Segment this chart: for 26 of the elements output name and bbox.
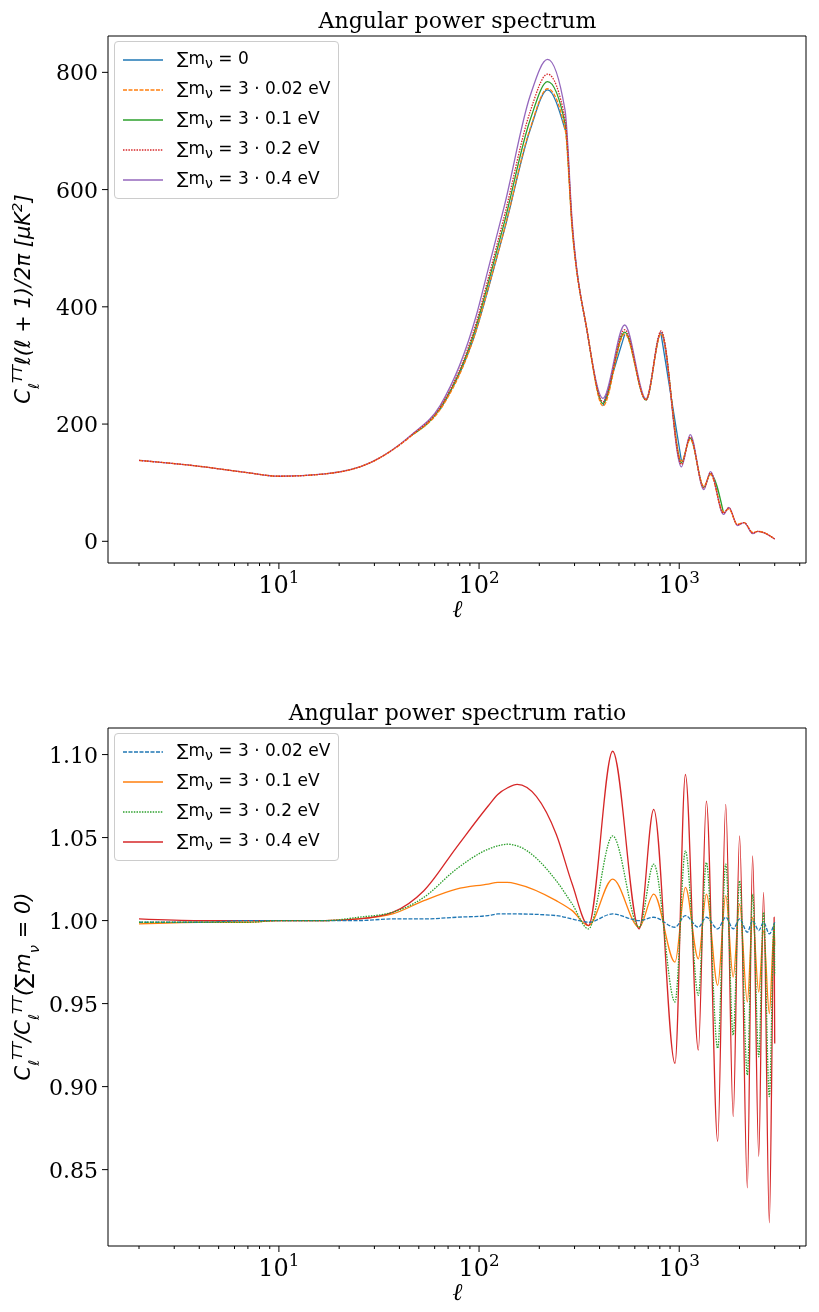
y-tick-label: 1.00: [49, 908, 98, 934]
x-tick-label: 10$^{3}$: [658, 567, 700, 599]
x-tick-label: 10$^{1}$: [258, 1250, 300, 1282]
chart-title: Angular power spectrum ratio: [287, 700, 628, 726]
legend-label: ∑m$_{ν}$ = 3 · 0.02 eV: [177, 740, 331, 764]
y-tick-label: 400: [56, 294, 98, 320]
legend-label: ∑m$_{ν}$ = 3 · 0.2 eV: [177, 800, 320, 824]
x-tick-label: 10$^{1}$: [258, 567, 300, 599]
legend-label: ∑m$_{ν}$ = 3 · 0.1 eV: [177, 108, 320, 132]
y-tick-label: 200: [56, 412, 98, 438]
y-tick-label: 0.90: [49, 1074, 98, 1100]
y-tick-label: 600: [56, 177, 98, 203]
legend-label: ∑m$_{ν}$ = 3 · 0.4 eV: [177, 830, 320, 854]
y-tick-label: 0.85: [49, 1157, 98, 1183]
y-tick-label: 1.10: [49, 742, 98, 768]
legend-label: ∑m$_{ν}$ = 3 · 0.02 eV: [177, 78, 331, 102]
x-tick-label: 10$^{3}$: [658, 1250, 700, 1282]
legend-label: ∑m$_{ν}$ = 3 · 0.2 eV: [177, 138, 320, 162]
legend-label: ∑m$_{ν}$ = 3 · 0.4 eV: [177, 168, 320, 192]
legend-label: ∑m$_{ν}$ = 3 · 0.1 eV: [177, 770, 320, 794]
y-tick-label: 1.05: [49, 825, 98, 851]
y-tick-label: 800: [56, 60, 98, 86]
chart-title: Angular power spectrum: [317, 8, 598, 34]
y-tick-label: 0.95: [49, 991, 98, 1017]
legend-label: ∑m$_{ν}$ = 0: [177, 48, 249, 72]
y-tick-label: 0: [84, 529, 98, 555]
